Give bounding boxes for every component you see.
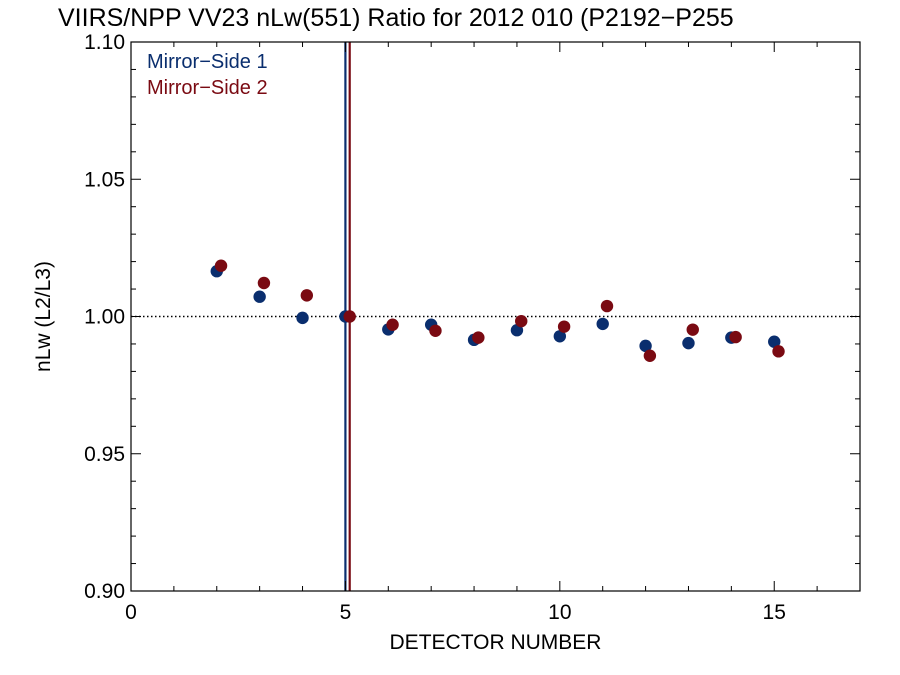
series-2-point	[729, 330, 742, 344]
x-tick-label: 10	[548, 601, 571, 624]
series-2-point	[343, 310, 356, 323]
series-2-point	[257, 276, 271, 290]
series-2-point	[429, 324, 442, 337]
axis-ticks	[131, 42, 860, 591]
series-2-point	[557, 320, 571, 333]
y-tick-label: 0.90	[84, 580, 125, 603]
series-2-point	[600, 299, 614, 313]
series-1-point	[596, 317, 609, 331]
series-2-point	[643, 349, 657, 362]
y-tick-label: 1.00	[84, 306, 125, 329]
data-points	[210, 259, 785, 362]
x-axis-label: DETECTOR NUMBER	[390, 631, 602, 654]
x-tick-label: 5	[340, 601, 352, 624]
series-1-point	[253, 290, 266, 303]
x-tick-label: 15	[763, 601, 786, 624]
series-2-point	[386, 318, 399, 331]
series-2-point	[214, 259, 228, 272]
series-2-point	[472, 331, 485, 344]
y-tick-label: 0.95	[84, 443, 125, 466]
chart-title: VIIRS/NPP VV23 nLw(551) Ratio for 2012 0…	[58, 4, 734, 32]
series-2-point	[300, 289, 314, 302]
legend: Mirror−Side 1 Mirror−Side 2	[147, 51, 268, 99]
x-tick-label: 0	[125, 601, 137, 624]
series-1-point	[553, 330, 567, 343]
series-1-point	[682, 336, 695, 350]
series-2-point	[686, 323, 699, 336]
y-tick-label: 1.10	[84, 31, 125, 54]
series-1-point	[768, 335, 781, 348]
y-tick-label: 1.05	[84, 168, 125, 191]
reference-lines	[131, 42, 860, 591]
axis-tick-labels: 0 5 10 15 0.90 0.95 1.00 1.05 1.10	[84, 31, 786, 624]
y-axis-label: nLw (L2/L3)	[32, 261, 55, 372]
series-1-point	[296, 311, 309, 325]
series-2-point	[515, 314, 528, 328]
series-2-point	[772, 345, 785, 358]
legend-entry-2: Mirror−Side 2	[147, 77, 268, 99]
legend-entry-1: Mirror−Side 1	[147, 51, 268, 73]
series-1-point	[639, 339, 652, 353]
